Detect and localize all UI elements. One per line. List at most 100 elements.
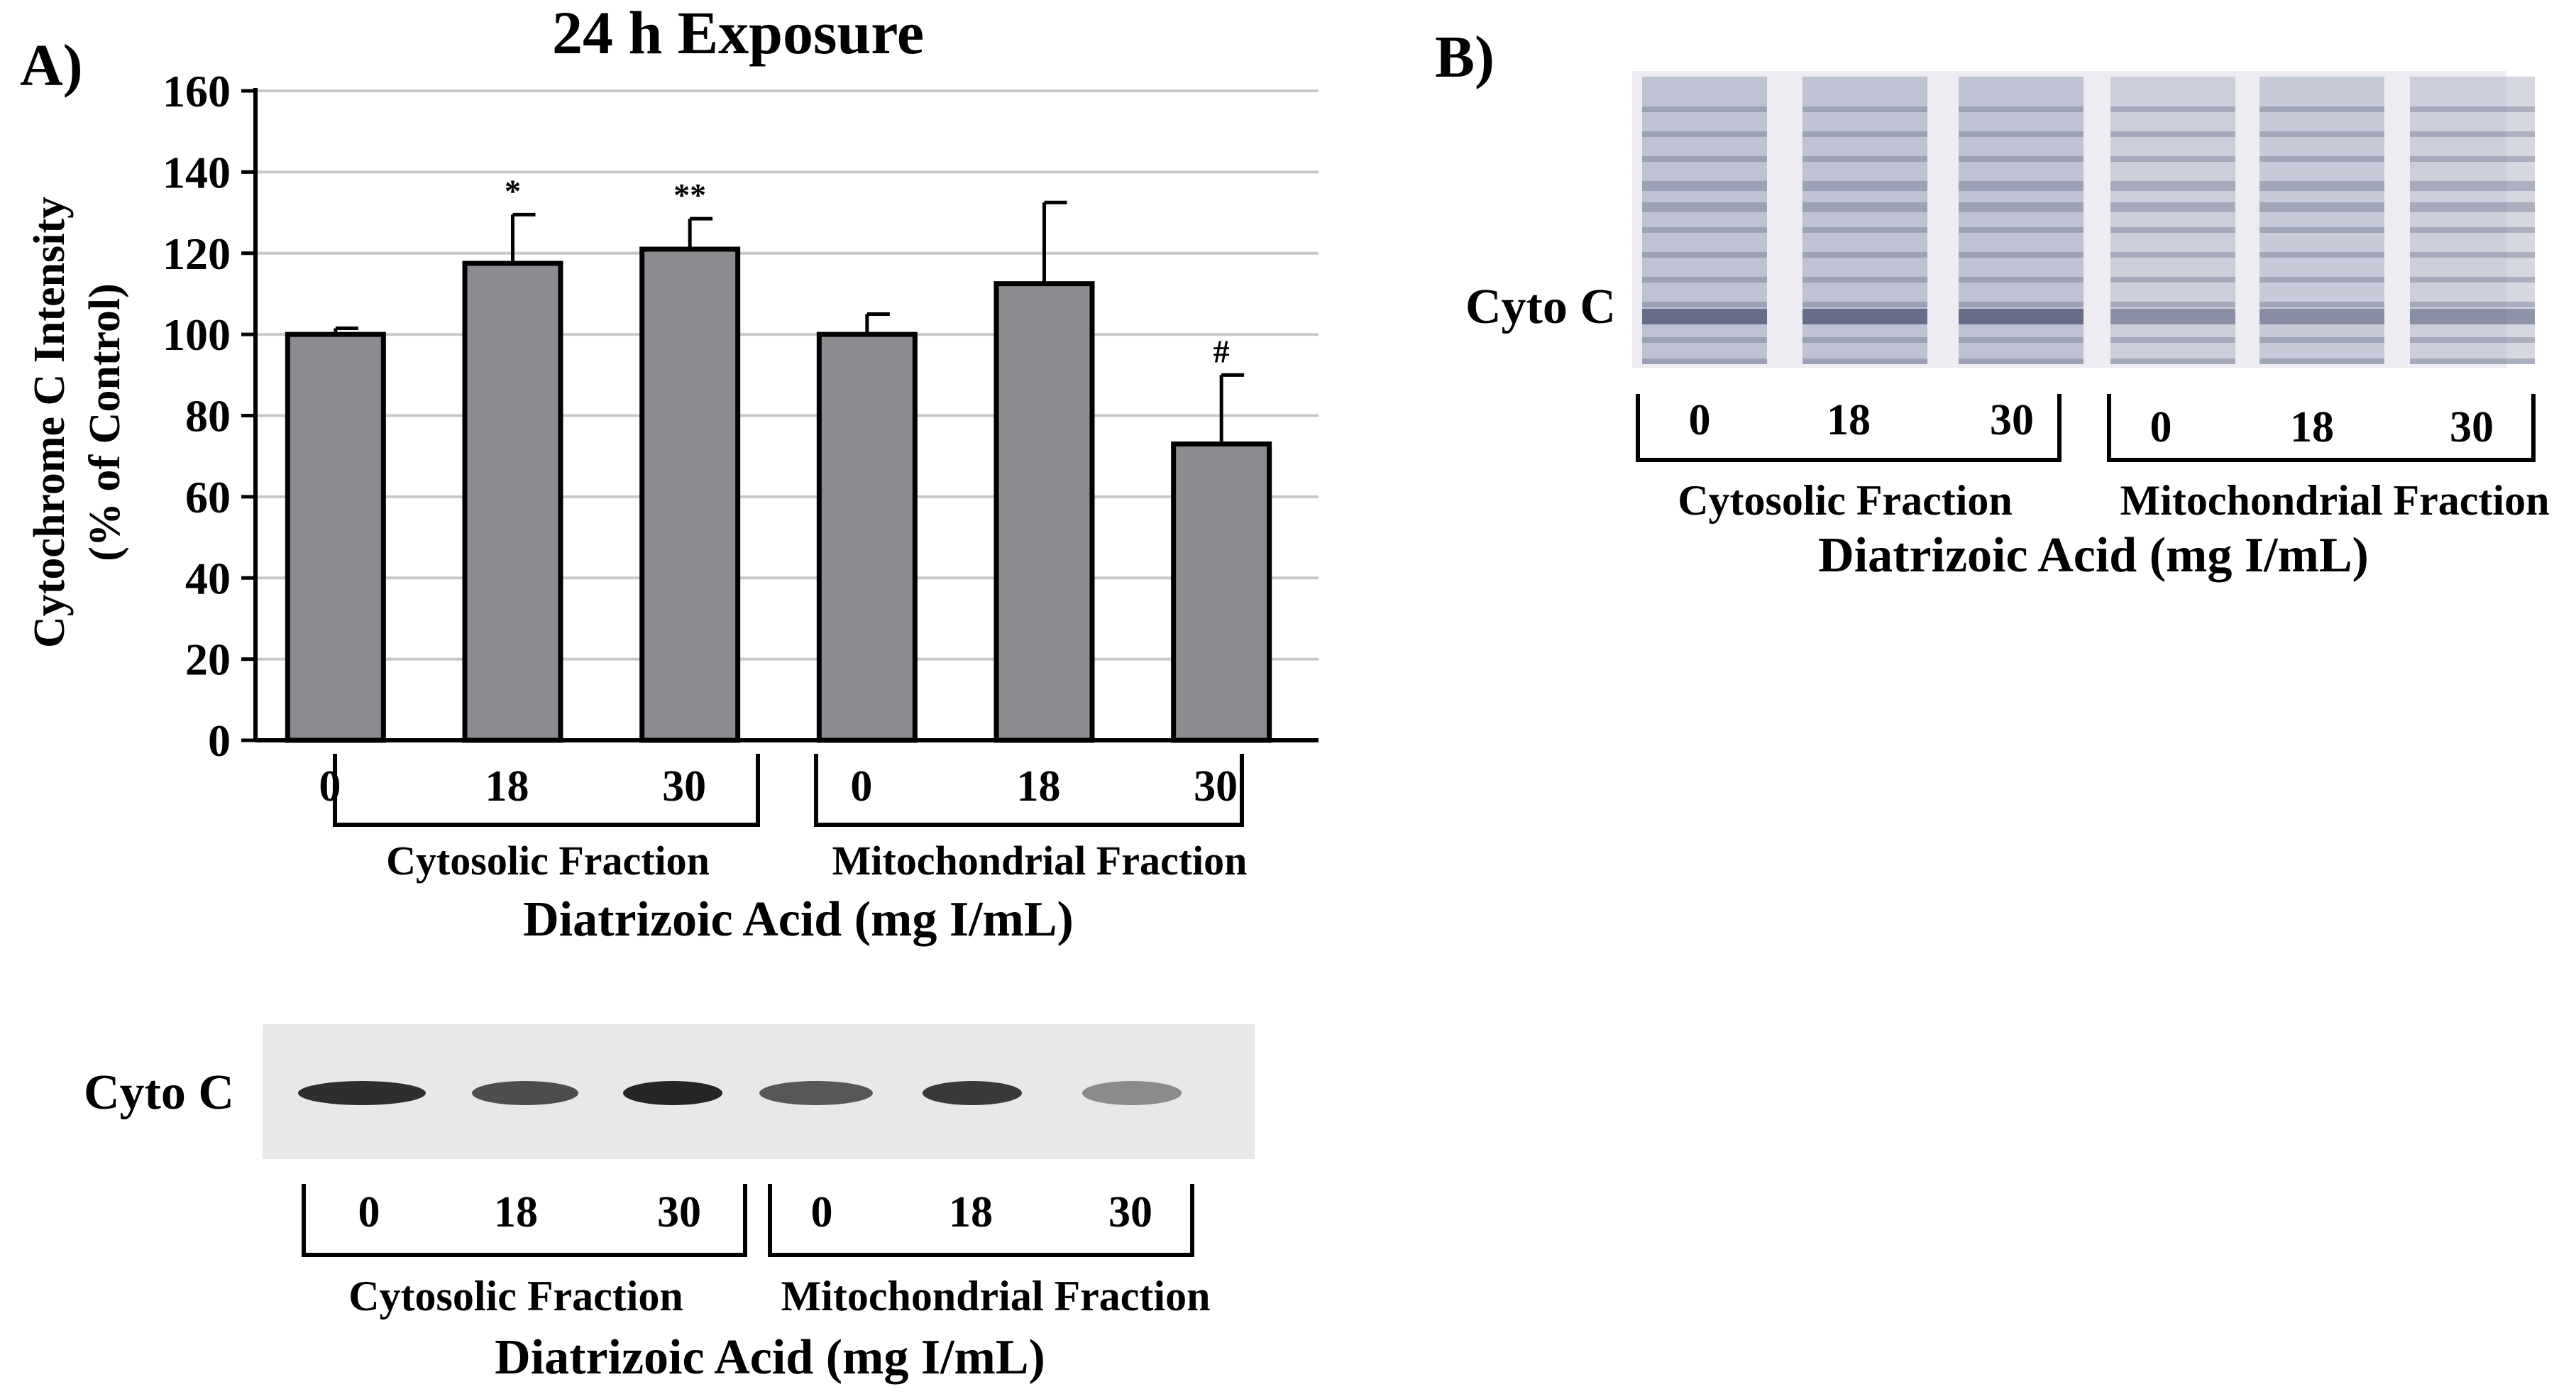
gel-band	[2259, 227, 2384, 233]
panel-a-label: A)	[20, 33, 83, 99]
gel-band	[1642, 202, 1767, 212]
gel-band	[1802, 202, 1927, 212]
gel-band	[1959, 302, 2084, 307]
panel-b-group-cytosolic: Cytosolic Fraction	[1678, 477, 2013, 524]
gel-lane-label: 0	[2150, 403, 2172, 451]
gel-band	[2110, 181, 2235, 191]
group-bracket-mitochondrial	[814, 754, 1244, 827]
panel-b-group-mitochondrial: Mitochondrial Fraction	[2120, 477, 2550, 524]
gel-band	[2410, 181, 2535, 191]
y-axis-label-line1: Cytochrome C Intensity	[26, 197, 74, 648]
x-category-label: 0	[319, 762, 341, 811]
gel-band	[1642, 358, 1767, 364]
gel-band	[2110, 252, 2235, 258]
axes	[253, 88, 1319, 742]
gel-band	[2110, 337, 2235, 343]
significance-marker: *	[505, 172, 521, 209]
gel-band	[2259, 131, 2384, 137]
blot-band	[298, 1081, 426, 1105]
panel-a-blot-membrane	[263, 1024, 1255, 1159]
y-tick-label: 160	[163, 66, 231, 116]
gel-band	[1959, 358, 2084, 364]
cyto-c-band	[2410, 309, 2535, 324]
gel-band	[1642, 337, 1767, 343]
bar	[639, 246, 741, 743]
x-category-label: 30	[662, 762, 706, 811]
gel-band	[1959, 181, 2084, 191]
gel-band	[2259, 202, 2384, 212]
gel-band	[2410, 227, 2535, 233]
y-tick-label: 60	[185, 472, 231, 522]
x-axis-label: Diatrizoic Acid (mg I/mL)	[523, 892, 1074, 947]
blot-band	[1082, 1081, 1182, 1105]
y-tick-label: 140	[163, 147, 231, 197]
blot-bracket-mitochondrial	[768, 1184, 1194, 1257]
gel-band	[1959, 156, 2084, 162]
panel-a-blot-group-cytosolic: Cytosolic Fraction	[348, 1273, 683, 1320]
x-category-label: 18	[1017, 762, 1061, 811]
bar	[993, 281, 1095, 743]
gel-band	[1802, 337, 1927, 343]
gel-lane-label: 30	[1990, 396, 2034, 444]
gel-band	[1642, 181, 1767, 191]
blot-band	[759, 1081, 873, 1105]
chart-group-label-mitochondrial: Mitochondrial Fraction	[832, 838, 1248, 884]
gel-band	[1642, 302, 1767, 307]
panel-a-blot-xlabel: Diatrizoic Acid (mg I/mL)	[495, 1330, 1045, 1385]
y-axis-label-line2: (% of Control)	[81, 283, 129, 561]
significance-marker: **	[673, 177, 706, 213]
blot-lane-label: 18	[949, 1188, 993, 1236]
x-category-label: 0	[850, 762, 872, 811]
gel-band	[1959, 337, 2084, 343]
gel-band	[1802, 358, 1927, 364]
chart-title: 24 h Exposure	[552, 0, 924, 67]
cyto-c-band	[1642, 309, 1767, 324]
gel-band	[2110, 106, 2235, 112]
cyto-c-band	[2110, 309, 2235, 324]
gel-band	[2410, 131, 2535, 137]
y-tick-labels: 0 20 40 60 80 100 120 140 160	[163, 66, 255, 766]
gel-band	[1642, 277, 1767, 282]
gel-band	[2259, 252, 2384, 258]
gel-bracket-cytosolic	[1636, 394, 2062, 462]
gel-band	[2110, 156, 2235, 162]
bar	[1171, 441, 1272, 743]
cyto-c-band	[1802, 309, 1927, 324]
bars: * **#	[285, 172, 1272, 743]
panel-b-blot-label: Cyto C	[1465, 280, 1616, 334]
blot-lane-label: 0	[358, 1188, 380, 1236]
gel-band	[1802, 277, 1927, 282]
y-tick-label: 0	[208, 715, 231, 766]
gel-band	[2259, 277, 2384, 282]
gel-band	[1802, 181, 1927, 191]
gel-band	[2410, 252, 2535, 258]
gel-band	[2410, 277, 2535, 282]
gel-band	[1802, 252, 1927, 258]
gel-band	[2259, 181, 2384, 191]
x-category-label: 30	[1194, 762, 1238, 811]
y-tick-label: 120	[163, 229, 231, 279]
gel-band	[2259, 106, 2384, 112]
blot-band	[923, 1081, 1022, 1105]
bar	[816, 331, 918, 743]
panel-a-blot-group-mitochondrial: Mitochondrial Fraction	[781, 1273, 1211, 1320]
gel-band	[2410, 337, 2535, 343]
blot-lane-label: 18	[494, 1188, 538, 1236]
gel-band	[1959, 227, 2084, 233]
gel-band	[2110, 302, 2235, 307]
gel-band	[2410, 202, 2535, 212]
blot-band	[623, 1081, 722, 1105]
gel-band	[2110, 131, 2235, 137]
panel-b-xlabel: Diatrizoic Acid (mg I/mL)	[1818, 528, 2369, 583]
panel-b-lane-labels: 0 18 30 0 18 30	[1689, 396, 2494, 451]
gel-lane-label: 18	[2290, 403, 2334, 451]
panel-b-label: B)	[1435, 24, 1495, 90]
gel-band	[1642, 252, 1767, 258]
gel-band	[2110, 227, 2235, 233]
gel-band	[2110, 358, 2235, 364]
gel-band	[1642, 227, 1767, 233]
panel-a-blot-label: Cyto C	[84, 1065, 234, 1120]
panel-a-blot-lane-labels: 0 18 30 0 18 30	[358, 1188, 1153, 1236]
gel-band	[1802, 156, 1927, 162]
gel-lane-label: 30	[2450, 403, 2494, 451]
